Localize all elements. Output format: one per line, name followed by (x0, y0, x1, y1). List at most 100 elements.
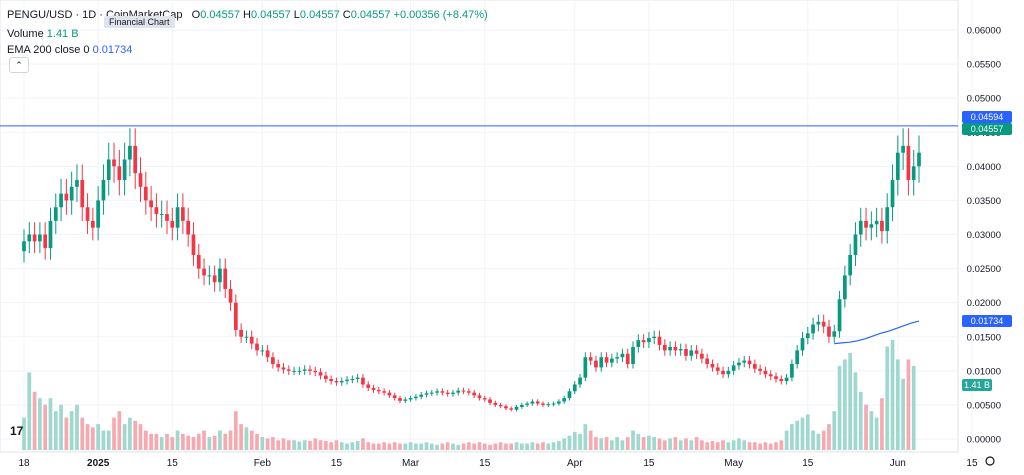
y-tick-label: 0.00000 (967, 435, 1001, 446)
volume-bar (774, 442, 778, 450)
volume-bar (403, 443, 408, 450)
volume-bar (59, 404, 63, 450)
candle-body (64, 193, 69, 201)
candle-body (101, 179, 106, 201)
candle-body (488, 399, 492, 403)
volume-bar (583, 424, 588, 450)
candle-body (59, 193, 63, 208)
ema-200-line (834, 320, 920, 345)
volume-bar (112, 417, 116, 450)
candle-body (795, 350, 800, 365)
volume-bar (22, 417, 26, 450)
volume-bar (154, 433, 159, 450)
ema-price-tag: 0.01734 (962, 315, 1012, 327)
volume-bar (286, 440, 291, 450)
candle-body (27, 234, 32, 242)
candle-body (43, 234, 48, 249)
candle-body (38, 234, 42, 242)
volume-bar (726, 442, 731, 450)
volume-bar (260, 437, 265, 450)
ema-label[interactable]: EMA 200 close 0 (7, 44, 90, 56)
candle-body (578, 377, 582, 385)
candle-body (366, 384, 371, 388)
candle-body (853, 234, 858, 255)
candle-body (805, 333, 810, 339)
volume-bar (509, 443, 514, 450)
volume-bar (64, 417, 69, 450)
candle-body (816, 321, 821, 325)
volume-bar (429, 443, 434, 450)
volume-label[interactable]: Volume (7, 28, 44, 40)
candle-body (451, 392, 455, 395)
candle-body (583, 357, 588, 378)
volume-bar (588, 430, 593, 450)
volume-bar (800, 417, 805, 450)
x-tick-label: 15 (966, 458, 978, 469)
volume-bar (191, 437, 196, 450)
candle-body (461, 390, 466, 392)
tradingview-logo-icon[interactable]: 17 (10, 424, 24, 438)
candle-body (419, 394, 424, 397)
y-tick-label: 0.06000 (967, 26, 1001, 37)
candle-body (546, 404, 551, 406)
candle-body (361, 377, 365, 385)
candle-body (324, 375, 328, 380)
volume-bar (689, 440, 694, 450)
volume-bar (90, 427, 95, 450)
volume-bar (864, 404, 868, 450)
volume-bar (911, 365, 916, 450)
volume-bar (419, 443, 424, 450)
volume-bar (27, 372, 32, 450)
volume-bar (668, 438, 672, 450)
candle-body (228, 289, 233, 303)
candle-body (106, 159, 111, 180)
candle-body (784, 377, 789, 382)
candle-body (715, 367, 720, 371)
candle-body (387, 392, 392, 396)
ohlc-legend: PENGU/USD · 1D · CoinMarketCap O0.04557 … (7, 9, 488, 21)
volume-bar (398, 443, 402, 450)
volume-bar (202, 430, 206, 450)
candle-body (32, 234, 37, 242)
open-label: O (191, 9, 201, 21)
volume-bar (128, 417, 132, 450)
volume-bar (631, 430, 635, 450)
candle-body (662, 344, 667, 351)
volume-bar (567, 435, 572, 450)
close-value: 0.04557 (350, 9, 391, 21)
candle-body (85, 207, 90, 221)
candle-body (700, 353, 704, 359)
financial-chart-tooltip: Financial Chart (104, 16, 175, 28)
volume-bar (827, 424, 831, 450)
x-tick-label: 15 (802, 458, 814, 469)
volume-bar (493, 443, 498, 450)
chevron-up-icon[interactable]: ⌃ (9, 57, 29, 73)
x-tick-label: May (724, 458, 743, 469)
candle-body (345, 379, 349, 382)
volume-bar (48, 398, 53, 450)
volume-bar (821, 430, 826, 450)
volume-bar (297, 441, 302, 450)
volume-bar (673, 437, 678, 450)
candle-body (286, 369, 291, 371)
volume-bar (636, 433, 641, 450)
volume-bar (535, 443, 540, 450)
x-tick-label: 15 (331, 458, 343, 469)
volume-bar (715, 442, 720, 450)
candle-body (673, 346, 678, 351)
candle-body (165, 214, 169, 221)
high-value: 0.04557 (250, 9, 291, 21)
candle-body (768, 374, 773, 377)
y-tick-label: 0.02500 (967, 264, 1001, 275)
plot-border (0, 0, 959, 453)
volume-bar (233, 411, 238, 450)
y-tick-label: 0.03500 (967, 196, 1001, 207)
candle-body (737, 362, 741, 366)
volume-bar (456, 444, 461, 450)
low-value: 0.04557 (299, 9, 340, 21)
volume-bar (350, 442, 355, 450)
candle-body (48, 220, 53, 249)
candle-body (774, 376, 778, 380)
